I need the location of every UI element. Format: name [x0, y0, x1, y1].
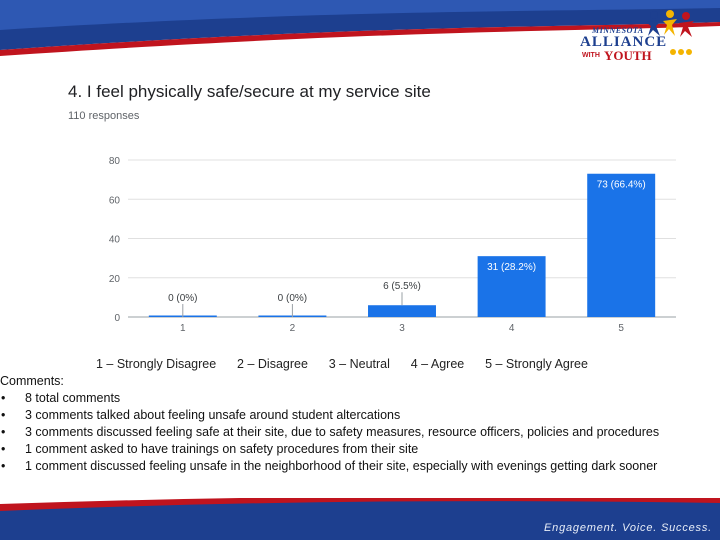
comment-item: • 3 comments talked about feeling unsafe …: [0, 407, 659, 424]
footer-tagline: Engagement. Voice. Success.: [544, 522, 712, 534]
youth-figures-icon: [646, 10, 694, 37]
comment-text: 1 comment asked to have trainings on saf…: [25, 442, 419, 456]
bullet-marker: •: [1, 442, 6, 456]
comments-heading: Comments:: [0, 374, 64, 388]
organization-logo: MINNESOTA ALLIANCE WITH YOUTH: [574, 8, 714, 64]
x-tick-label: 2: [290, 323, 296, 334]
chart-title: 4. I feel physically safe/secure at my s…: [68, 82, 431, 101]
comment-item: • 3 comments discussed feeling safe at th…: [0, 424, 659, 441]
y-tick-label: 0: [114, 313, 120, 324]
comments-list: • 8 total comments • 3 comments talked abo…: [0, 390, 659, 475]
logo-dots: [670, 42, 694, 60]
rating-scale-legend: 1 – Strongly Disagree 2 – Disagree 3 – N…: [96, 357, 588, 371]
comment-item: • 8 total comments: [0, 390, 659, 407]
bullet-marker: •: [1, 391, 6, 405]
comments-section: Comments: • 8 total comments • 3 comments …: [0, 373, 659, 475]
logo-text-alliance: ALLIANCE: [580, 34, 668, 50]
logo-text-with: WITH: [582, 52, 600, 59]
comment-item: • 1 comment asked to have trainings on sa…: [0, 441, 659, 458]
response-count: 110 responses: [68, 110, 140, 122]
y-tick-label: 80: [109, 156, 121, 167]
logo-text-minnesota: MINNESOTA: [592, 26, 644, 35]
data-label: 31 (28.2%): [487, 262, 536, 273]
bullet-marker: •: [1, 408, 6, 422]
x-tick-label: 3: [399, 323, 405, 334]
y-tick-label: 40: [109, 235, 121, 246]
y-tick-label: 20: [109, 274, 121, 285]
y-tick-label: 60: [109, 195, 121, 206]
footer-band: [0, 498, 720, 540]
bar: [587, 173, 656, 317]
bar: [368, 305, 436, 317]
header-band: [0, 0, 720, 56]
data-label: 0 (0%): [278, 293, 307, 304]
logo-text-youth: YOUTH: [604, 48, 652, 63]
bar: [477, 256, 546, 317]
x-tick-label: 4: [509, 323, 515, 334]
comment-text: 3 comments discussed feeling safe at the…: [25, 425, 660, 439]
bullet-marker: •: [1, 425, 6, 439]
x-tick-label: 5: [618, 323, 624, 334]
comment-text: 3 comments talked about feeling unsafe a…: [25, 408, 401, 422]
comment-text: 8 total comments: [25, 391, 121, 405]
x-tick-label: 1: [180, 323, 186, 334]
comment-item: • 1 comment discussed feeling unsafe in t…: [0, 458, 659, 475]
bar-chart: 0 20 40 60 80 1 0 (0%) 2 0 (0%) 3 6 (5.5%) 4 31 (28.…: [109, 156, 676, 334]
data-label: 73 (66.4%): [597, 180, 646, 191]
bullet-marker: •: [1, 459, 6, 473]
data-label: 6 (5.5%): [383, 281, 421, 292]
data-label: 0 (0%): [168, 293, 197, 304]
comment-text: 1 comment discussed feeling unsafe in th…: [25, 459, 658, 473]
